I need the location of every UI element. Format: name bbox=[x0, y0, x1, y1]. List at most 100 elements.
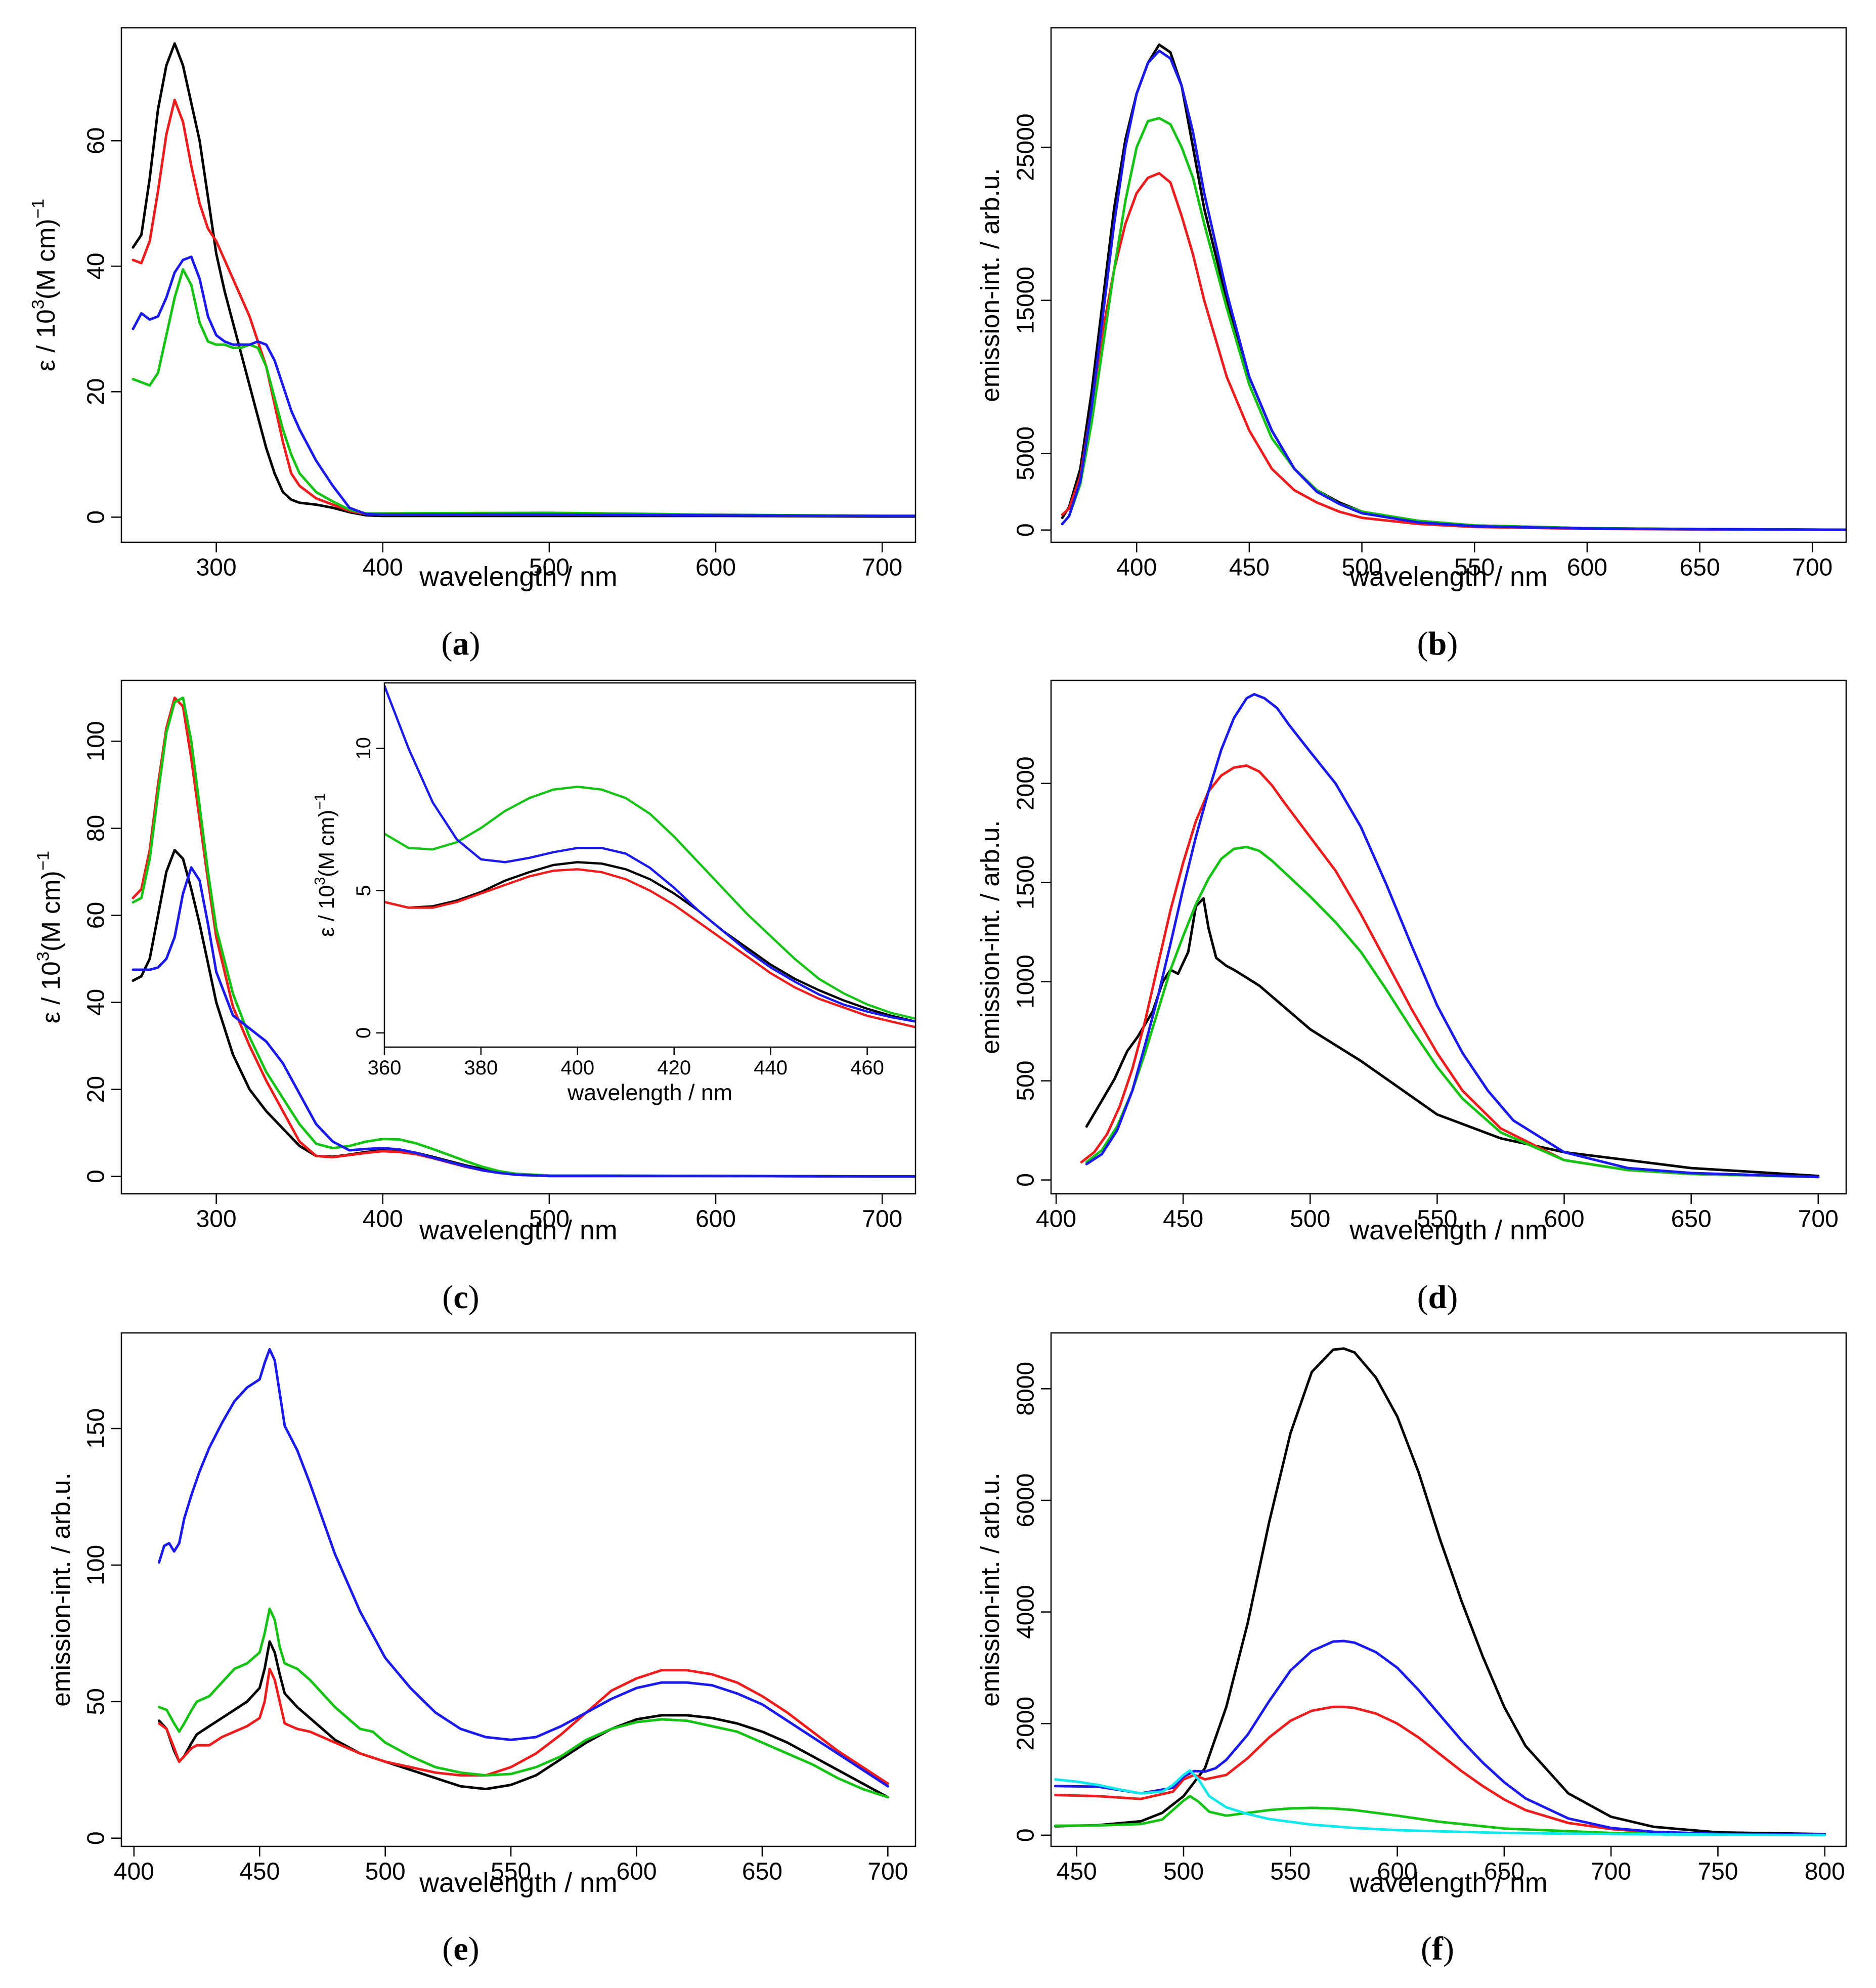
x-tick-label: 700 bbox=[862, 554, 902, 581]
y-label-text: ε / 10 bbox=[36, 961, 65, 1023]
series-line-blue bbox=[1085, 693, 1820, 1179]
y-tick-label: 4000 bbox=[1013, 1585, 1039, 1639]
x-axis: 300 400 500 600 700 bbox=[196, 1194, 902, 1233]
x-tick-label: 750 bbox=[1697, 1859, 1738, 1885]
x-tick-label: 500 bbox=[529, 554, 570, 581]
y-tick-label: 0 bbox=[1013, 1173, 1039, 1187]
x-tick-label: 550 bbox=[1270, 1859, 1311, 1885]
series-line-green bbox=[158, 1607, 889, 1799]
chart-e: 400 450 500 550 600 650 700 0 50 100 150 wavelength… bbox=[47, 1332, 917, 1898]
y-label-superscript: 3 bbox=[33, 952, 53, 961]
series-group bbox=[1054, 1347, 1826, 1837]
x-tick-label: 300 bbox=[196, 1206, 237, 1233]
series-line-blue bbox=[132, 255, 915, 517]
plot-frame bbox=[120, 27, 917, 543]
caption-f: (f) bbox=[1421, 1930, 1454, 1967]
y-axis-label: ε / 103(M cm)−1 bbox=[33, 851, 65, 1023]
series-group bbox=[158, 1348, 889, 1799]
plot-frame bbox=[383, 682, 917, 1048]
chart-f: 450 500 550 600 650 700 750 8000200040006000800… bbox=[976, 1332, 1847, 1898]
y-tick-label: 2000 bbox=[1013, 756, 1039, 810]
x-tick-label: 550 bbox=[1454, 554, 1495, 581]
y-axis-label: emission-int. / arb.u. bbox=[976, 820, 1005, 1054]
caption-a: (a) bbox=[441, 625, 481, 662]
series-line-red bbox=[384, 868, 915, 1028]
y-tick-label: 8000 bbox=[1013, 1362, 1039, 1416]
y-tick-label: 20 bbox=[83, 1076, 110, 1103]
y-label-text-unit: (M cm) bbox=[31, 219, 60, 299]
x-tick-label: 400 bbox=[1116, 554, 1157, 581]
x-tick-label: 500 bbox=[1163, 1859, 1204, 1885]
x-tick-label: 700 bbox=[1798, 1206, 1839, 1233]
caption-d: (d) bbox=[1417, 1279, 1458, 1316]
y-axis: 0 2000 4000 6000 8000 bbox=[1013, 1362, 1051, 1842]
series-line-green bbox=[132, 696, 915, 1178]
y-label-superscript: 3 bbox=[28, 299, 48, 309]
x-tick-label: 450 bbox=[239, 1859, 280, 1885]
y-tick-label: 1500 bbox=[1013, 855, 1039, 910]
plot-frame bbox=[120, 1332, 917, 1847]
chart-b: 400 450 500 550 600 650 700 0 5000 15000 25000 wave… bbox=[976, 27, 1847, 592]
plot-background bbox=[121, 1333, 915, 1846]
x-tick-label: 400 bbox=[1036, 1206, 1076, 1233]
x-tick-label: 600 bbox=[1377, 1859, 1418, 1885]
y-axis-label: ε / 103(M cm)−1 bbox=[28, 199, 60, 371]
x-axis-label: wavelength / nm bbox=[1349, 1868, 1547, 1898]
x-tick-label: 500 bbox=[1342, 554, 1382, 581]
x-axis-label: wavelength / nm bbox=[419, 561, 617, 592]
y-tick-label: 0 bbox=[353, 1027, 375, 1039]
series-line-blue bbox=[384, 684, 915, 1023]
x-tick-label: 600 bbox=[1544, 1206, 1584, 1233]
x-tick-label: 450 bbox=[1163, 1206, 1203, 1233]
plot-background bbox=[1051, 28, 1846, 542]
caption-e: (e) bbox=[442, 1930, 479, 1967]
y-label-superscript-exp: −1 bbox=[33, 851, 53, 871]
y-tick-label: 0 bbox=[1013, 523, 1039, 537]
series-group bbox=[1061, 43, 1846, 531]
series-line-red bbox=[1080, 764, 1820, 1179]
caption-c: (c) bbox=[442, 1279, 479, 1316]
y-tick-label: 0 bbox=[83, 1170, 110, 1183]
x-axis: 400 450 500 550 600 650 700 bbox=[114, 1846, 908, 1885]
x-tick-label: 550 bbox=[491, 1859, 531, 1885]
x-axis-label: wavelength / nm bbox=[567, 1080, 732, 1105]
y-label-text-unit: (M cm) bbox=[315, 810, 339, 877]
x-axis: 300 400 500 600 700 bbox=[196, 542, 902, 581]
y-tick-label: 20 bbox=[83, 378, 110, 405]
x-tick-label: 650 bbox=[1679, 554, 1720, 581]
x-tick-label: 600 bbox=[695, 554, 736, 581]
x-tick-label: 700 bbox=[1591, 1859, 1631, 1885]
x-tick-label: 650 bbox=[1671, 1206, 1712, 1233]
x-tick-label: 500 bbox=[529, 1206, 570, 1233]
chart-d: 400 450 500 550 600 650 700 0 500 1000 1500 2000 wav… bbox=[976, 679, 1847, 1245]
series-line-cyan bbox=[1054, 1769, 1826, 1837]
series-line-black bbox=[1054, 1347, 1826, 1836]
series-group bbox=[384, 684, 915, 1028]
y-tick-label: 100 bbox=[83, 1545, 110, 1585]
series-line-black bbox=[384, 861, 915, 1023]
y-label-superscript-exp: −1 bbox=[28, 199, 48, 219]
x-tick-label: 460 bbox=[850, 1057, 884, 1079]
x-tick-label: 440 bbox=[754, 1057, 788, 1079]
plot-frame bbox=[1050, 1332, 1847, 1847]
x-axis: 400 450 500 550 600 650 700 bbox=[1116, 542, 1833, 581]
y-axis: 0 500 1000 1500 2000 bbox=[1013, 756, 1051, 1187]
y-tick-label: 25000 bbox=[1013, 113, 1039, 181]
series-line-red bbox=[1054, 1705, 1826, 1836]
y-tick-label: 10 bbox=[353, 737, 375, 760]
x-tick-label: 600 bbox=[695, 1206, 736, 1233]
y-tick-label: 5000 bbox=[1013, 426, 1039, 481]
x-tick-label: 400 bbox=[363, 1206, 403, 1233]
y-tick-label: 60 bbox=[83, 127, 110, 154]
series-line-blue bbox=[158, 1348, 889, 1788]
series-line-green bbox=[1085, 845, 1820, 1179]
y-tick-label: 80 bbox=[83, 815, 110, 842]
x-tick-label: 800 bbox=[1805, 1859, 1845, 1885]
y-label-text: ε / 10 bbox=[31, 309, 60, 371]
y-axis-label: emission-int. / arb.u. bbox=[47, 1473, 75, 1706]
caption-b: (b) bbox=[1417, 625, 1458, 662]
plot-background bbox=[1051, 680, 1846, 1194]
x-tick-label: 400 bbox=[560, 1057, 594, 1079]
x-axis-label: wavelength / nm bbox=[419, 1215, 617, 1245]
